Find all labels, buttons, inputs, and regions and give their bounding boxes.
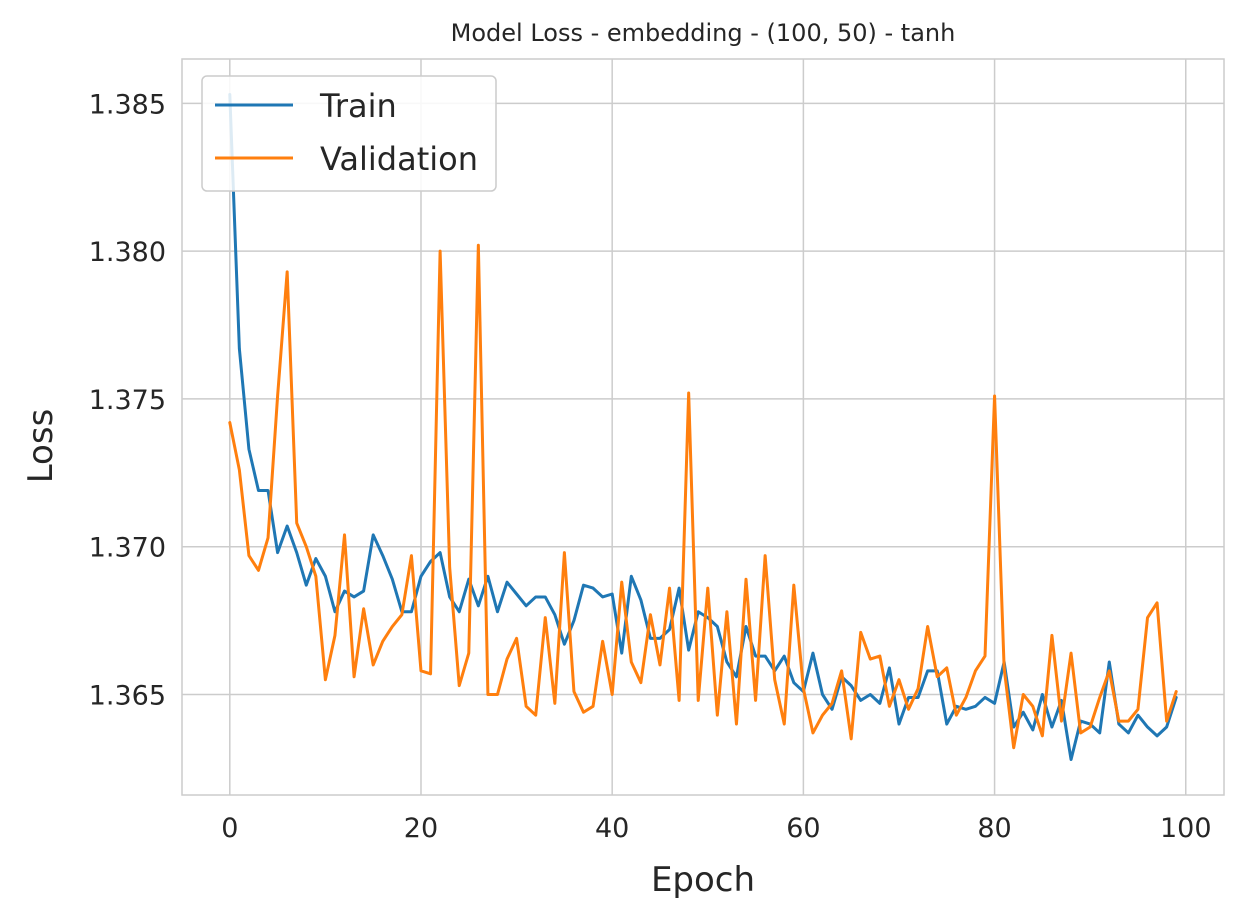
legend: Train Validation xyxy=(201,75,497,192)
x-tick-label: 40 xyxy=(595,813,629,844)
series-line-validation xyxy=(228,243,1178,750)
x-tick-label: 80 xyxy=(977,813,1011,844)
series-layer xyxy=(228,92,1178,762)
x-axis-label: Epoch xyxy=(651,860,755,900)
y-tick-label: 1.385 xyxy=(89,89,166,120)
chart-title: Model Loss - embedding - (100, 50) - tan… xyxy=(451,19,956,47)
legend-label-validation: Validation xyxy=(320,140,478,178)
y-tick-label: 1.375 xyxy=(89,385,166,416)
y-tick-label: 1.365 xyxy=(89,681,166,712)
y-tick-label: 1.370 xyxy=(89,533,166,564)
y-tick-label: 1.380 xyxy=(89,237,166,268)
x-tick-label: 20 xyxy=(404,813,438,844)
x-tick-label: 60 xyxy=(786,813,820,844)
legend-label-train: Train xyxy=(319,87,397,125)
plot-area-frame xyxy=(181,58,1225,796)
y-axis-label: Loss xyxy=(21,409,61,484)
y-axis-ticks: 1.365 1.370 1.375 1.380 1.385 xyxy=(89,89,166,711)
x-tick-label: 0 xyxy=(221,813,238,844)
x-axis-ticks: 0 20 40 60 80 100 xyxy=(221,813,1211,844)
x-tick-label: 100 xyxy=(1160,813,1212,844)
